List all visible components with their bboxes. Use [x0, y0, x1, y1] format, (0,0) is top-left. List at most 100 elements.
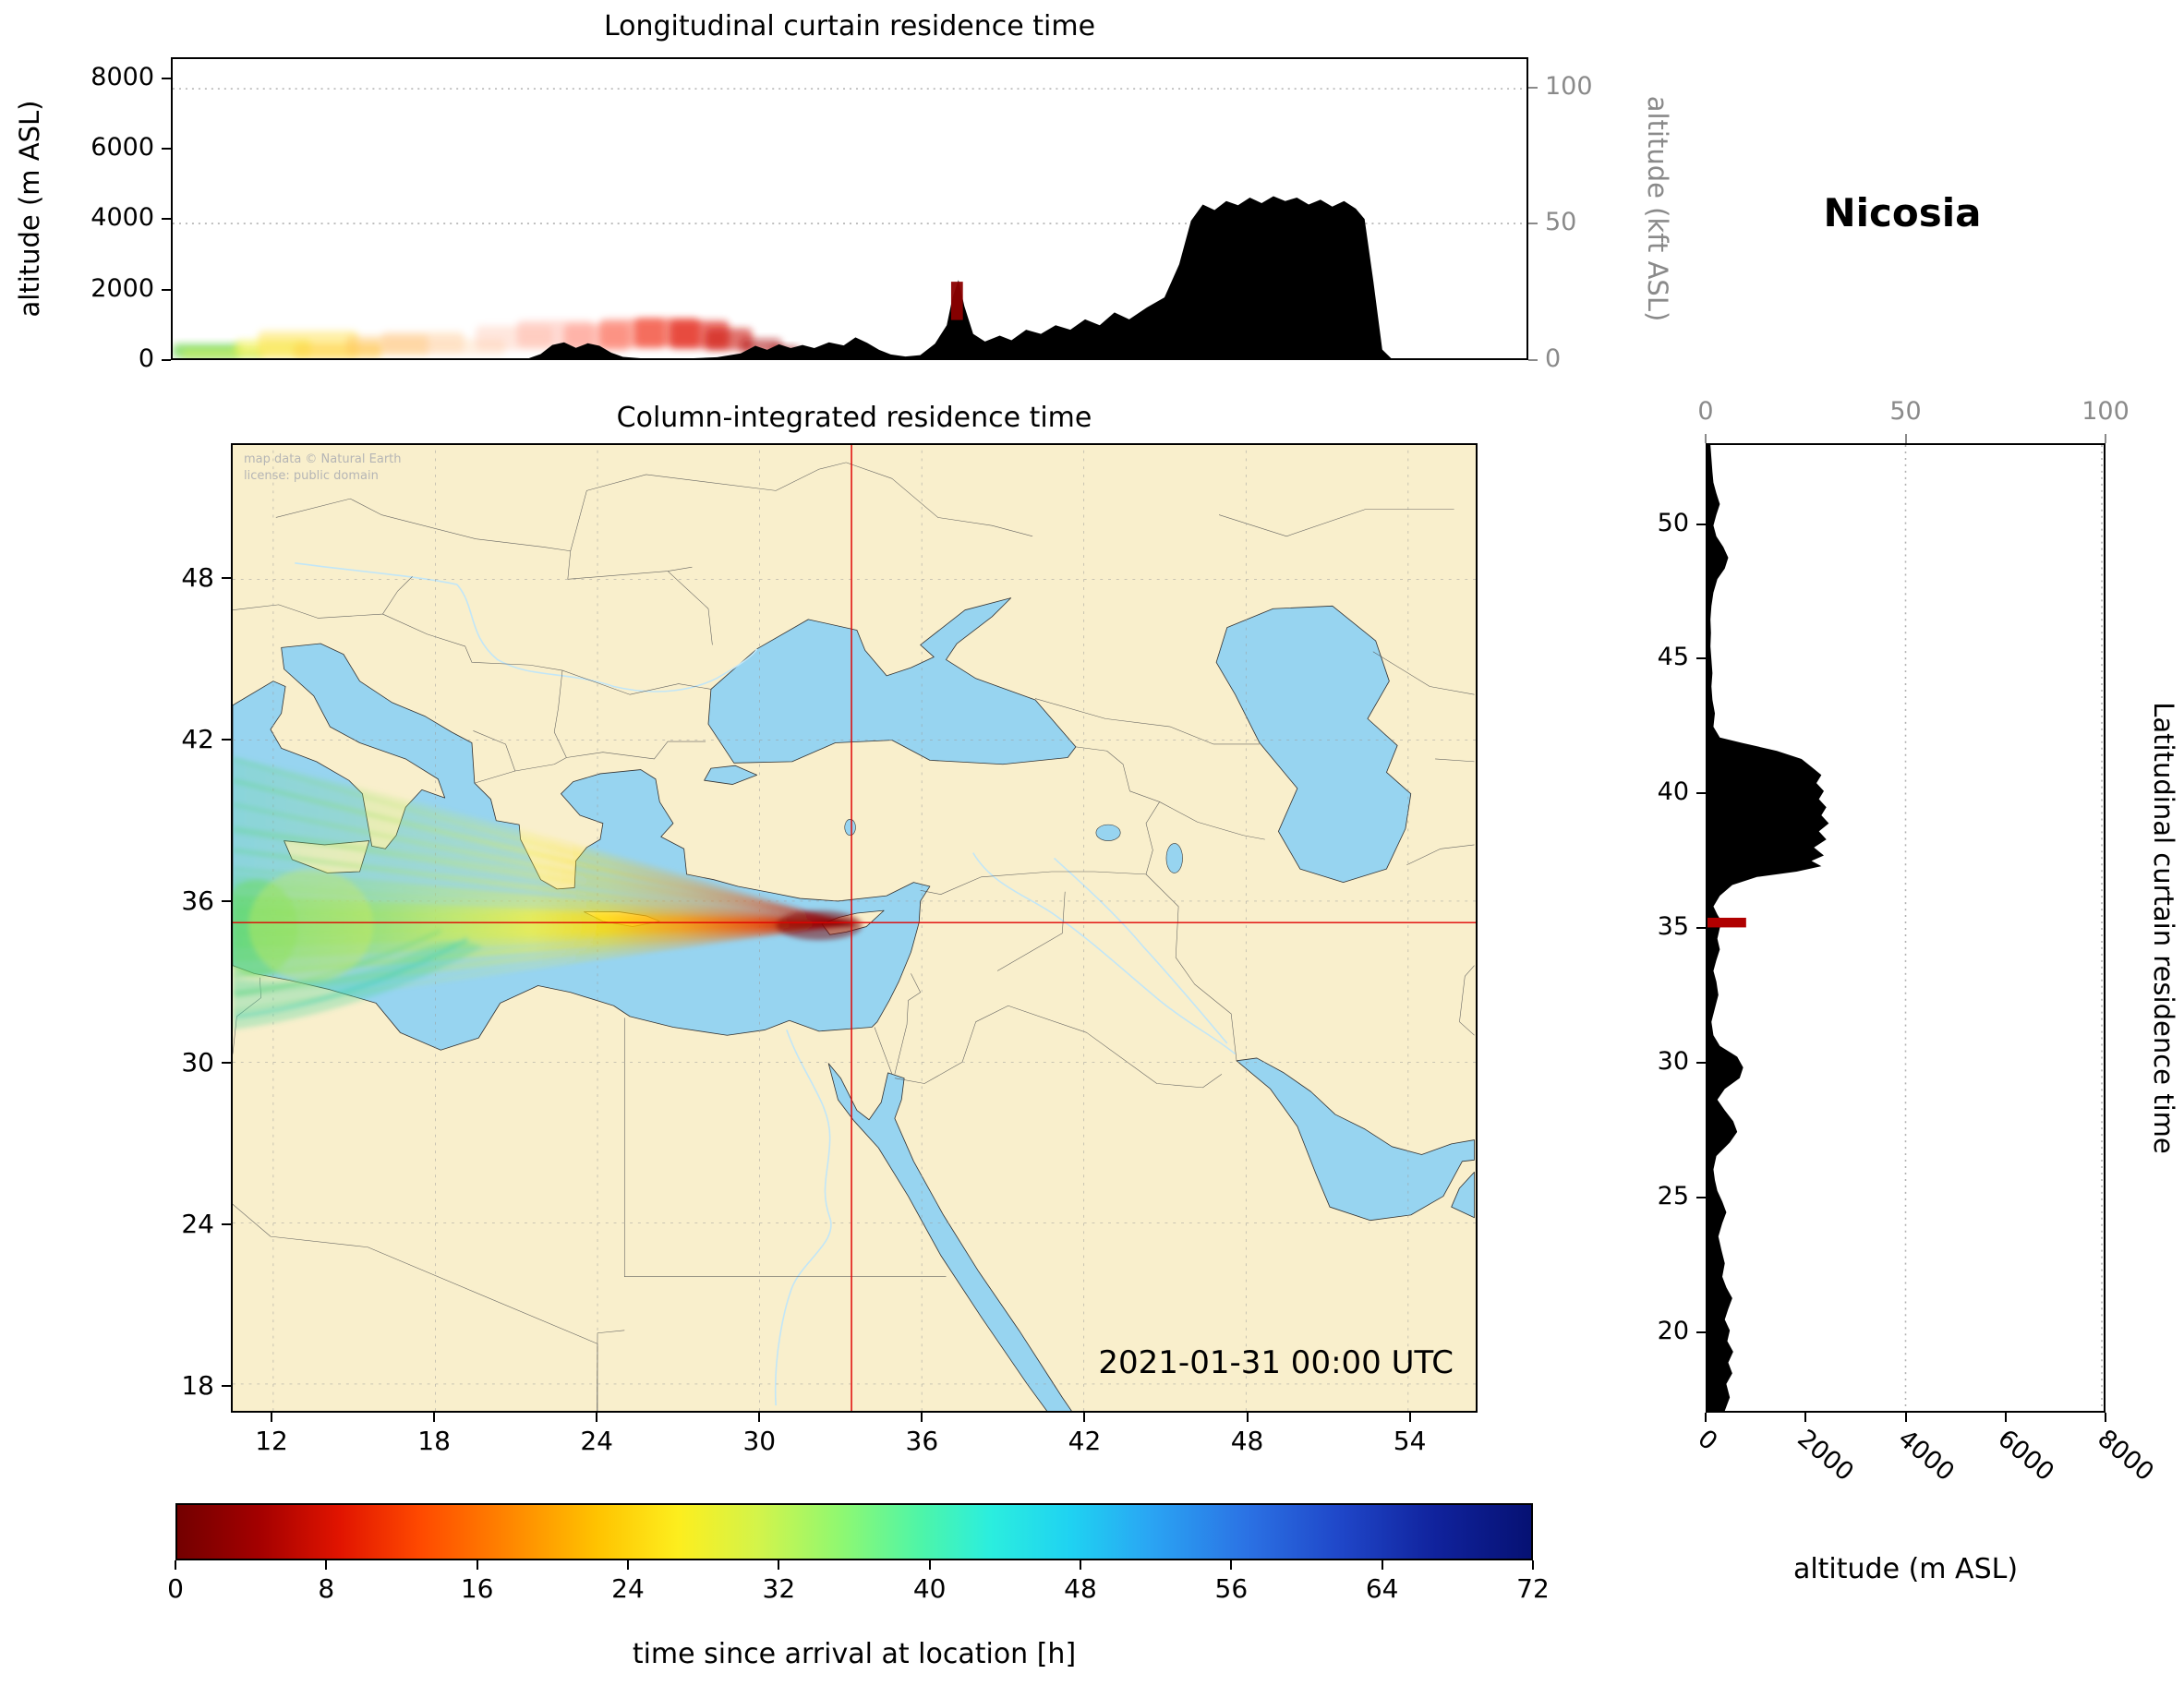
tick-mark [222, 1061, 231, 1064]
lat-tick-label: 25 [1657, 1181, 1689, 1210]
colorbar [175, 1503, 1533, 1560]
tick-mark [1408, 1413, 1411, 1422]
tick-mark [2105, 434, 2106, 443]
lat-tick-label: 18 [181, 1369, 214, 1401]
alt-m-tick-label: 0 [138, 344, 154, 373]
alt-kft-tick-label: 50 [1889, 397, 1922, 426]
tick-mark [222, 899, 231, 902]
colorbar-tick-label: 48 [1064, 1573, 1097, 1604]
danube-river [295, 562, 758, 692]
tick-mark [1230, 1560, 1233, 1570]
tick-mark [1083, 1413, 1086, 1422]
tick-mark [2105, 1413, 2106, 1422]
alt-m-tick-label: 8000 [2092, 1424, 2159, 1487]
lake-van [1095, 824, 1121, 841]
latitudinal-xlabel: altitude (m ASL) [1792, 1553, 2019, 1585]
colorbar-tick-label: 8 [318, 1573, 335, 1604]
lat-tick-label: 45 [1657, 643, 1689, 672]
lat-tick-label: 42 [181, 723, 214, 754]
lon-tick-label: 24 [580, 1426, 613, 1456]
alt-m-tick-label: 2000 [1792, 1424, 1860, 1487]
tick-mark [1705, 434, 1707, 443]
tick-mark [162, 148, 171, 151]
alt-kft-tick-label: 0 [1697, 397, 1714, 426]
tick-mark [433, 1413, 436, 1422]
tick-mark [222, 1384, 231, 1387]
longitudinal-ylabel-m: altitude (m ASL) [14, 100, 45, 318]
tick-mark [175, 1560, 176, 1570]
map-panel-title: Column-integrated residence time [616, 402, 1092, 434]
tick-mark [1696, 1196, 1706, 1198]
timestamp-label: 2021-01-31 00:00 UTC [1098, 1344, 1454, 1381]
colorbar-tick-label: 24 [611, 1573, 645, 1604]
colorbar-label: time since arrival at location [h] [632, 1638, 1077, 1670]
site-crosshair [233, 445, 1476, 1411]
tick-mark [1705, 1413, 1707, 1422]
country-borders [233, 462, 1475, 1411]
tick-mark [162, 359, 171, 361]
lon-tick-label: 36 [905, 1426, 939, 1456]
tick-mark [1904, 434, 1907, 443]
residence-time-plume-map [233, 756, 863, 1030]
lat-tick-label: 30 [181, 1046, 214, 1078]
tick-mark [325, 1560, 328, 1570]
tick-mark [1696, 523, 1706, 525]
colorbar-tick-label: 16 [460, 1573, 494, 1604]
lat-tick-label: 24 [181, 1208, 214, 1239]
tick-mark [1904, 1413, 1907, 1422]
caspian-sea [1215, 605, 1412, 884]
alt-kft-tick-label: 100 [1545, 71, 1593, 101]
tick-mark [627, 1560, 629, 1570]
terrain-profile-latitude [1707, 445, 1829, 1411]
latitudinal-panel-title: Latitudinal curtain residence time [2148, 702, 2179, 1154]
tick-mark [928, 1560, 931, 1570]
colorbar-tick-label: 0 [167, 1573, 184, 1604]
alt-m-tick-label: 6000 [90, 133, 154, 163]
tick-mark [1696, 792, 1706, 795]
persian-gulf [1236, 1057, 1475, 1222]
lake-tuz [844, 819, 856, 837]
tick-mark [921, 1413, 923, 1422]
alt-kft-tick-label: 50 [1545, 208, 1577, 237]
tick-mark [596, 1413, 598, 1422]
alt-kft-tick-label: 0 [1545, 344, 1562, 373]
longitudinal-curtain-plot [173, 88, 1526, 358]
euphrates-river [972, 852, 1237, 1055]
tick-mark [1246, 1413, 1249, 1422]
lon-tick-label: 18 [417, 1426, 451, 1456]
latitudinal-curtain-panel [1706, 443, 2106, 1413]
tick-mark [758, 1413, 761, 1422]
tick-mark [1381, 1560, 1383, 1570]
tick-mark [2004, 1413, 2007, 1422]
terrain-profile-longitude [173, 196, 1526, 358]
alt-m-tick-label: 4000 [90, 203, 154, 233]
lon-tick-label: 54 [1393, 1426, 1427, 1456]
tick-mark [1528, 86, 1538, 89]
tick-mark [476, 1560, 478, 1570]
gulf-of-oman [1451, 1171, 1475, 1219]
lon-tick-label: 12 [255, 1426, 288, 1456]
alt-m-tick-label: 6000 [1992, 1424, 2059, 1487]
tick-mark [1528, 359, 1538, 361]
longitudinal-curtain-panel [171, 57, 1528, 360]
tick-mark [1696, 657, 1706, 660]
lon-tick-label: 30 [742, 1426, 777, 1456]
gridlines [1904, 445, 2103, 1411]
residence-time-plume-longitudinal [173, 318, 800, 358]
tick-mark [778, 1560, 780, 1570]
longitudinal-panel-title: Longitudinal curtain residence time [603, 10, 1096, 42]
map-plot [233, 445, 1476, 1411]
tick-mark [1528, 223, 1538, 225]
tick-mark [1532, 1560, 1534, 1570]
lon-tick-label: 48 [1230, 1426, 1264, 1456]
map-attribution-line2: license: public domain [244, 469, 379, 483]
black-sea [707, 597, 1077, 765]
lon-tick-label: 42 [1068, 1426, 1102, 1456]
lat-tick-label: 50 [1657, 508, 1689, 537]
colorbar-tick-label: 72 [1516, 1573, 1550, 1604]
alt-kft-tick-label: 100 [2081, 397, 2130, 426]
tick-mark [1696, 1331, 1706, 1333]
tick-mark [162, 218, 171, 221]
tick-mark [1696, 1061, 1706, 1064]
